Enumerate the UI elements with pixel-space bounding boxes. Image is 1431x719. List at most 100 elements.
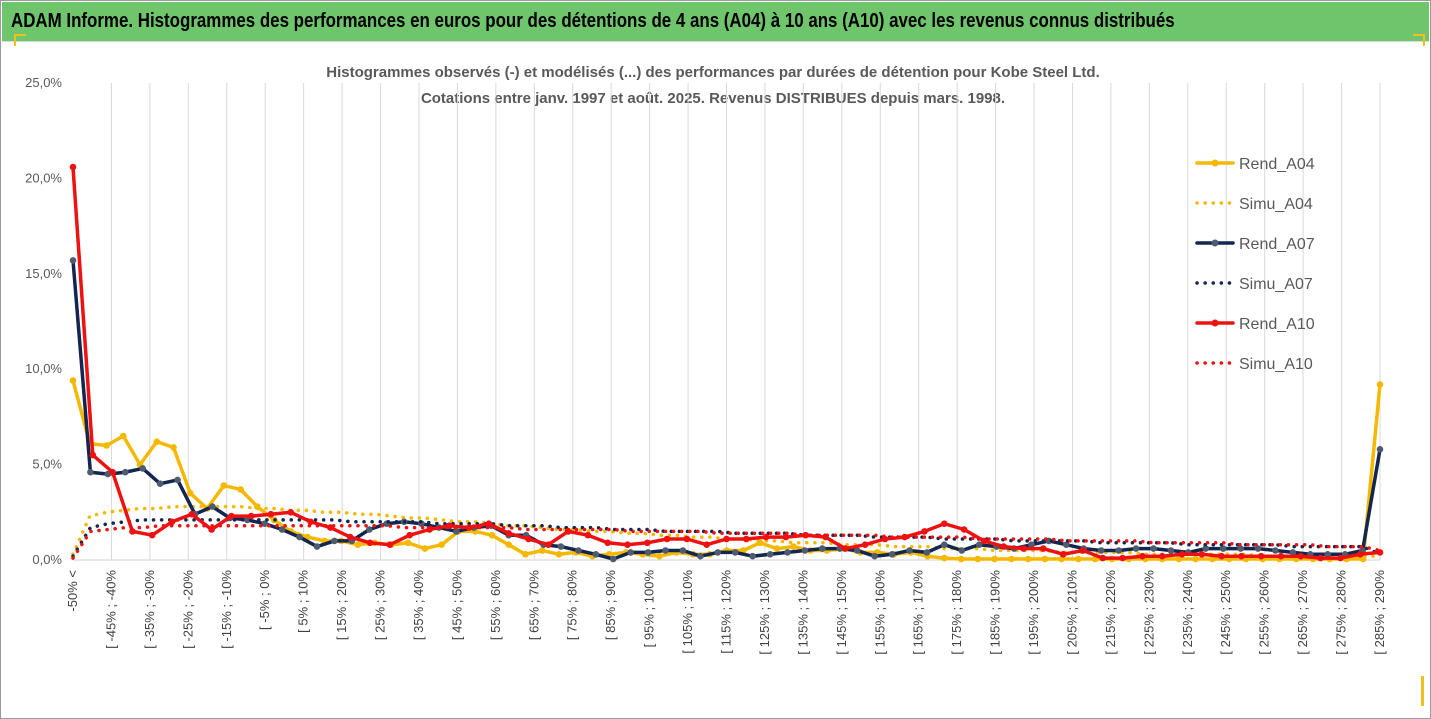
data-point-rend_a10 [89, 451, 97, 459]
data-point-rend_a04 [1075, 555, 1082, 563]
data-point-rend_a07 [766, 551, 774, 558]
series-line-simu_a07 [71, 518, 1382, 558]
x-tick-label: [ 75% ; 80% [565, 570, 580, 641]
data-point-rend_a04 [153, 438, 161, 446]
data-point-rend_a07 [1324, 551, 1331, 558]
data-point-rend_a07 [1115, 547, 1122, 554]
x-tick-label: [ 115% ; 120% [719, 570, 734, 654]
data-point-rend_a10 [1277, 552, 1285, 560]
data-point-rend_a10 [861, 541, 869, 548]
data-point-rend_a10 [703, 541, 710, 548]
data-point-rend_a10 [346, 533, 354, 541]
data-point-rend_a07 [679, 547, 687, 554]
data-point-rend_a04 [790, 543, 797, 550]
data-point-rend_a10 [168, 518, 176, 526]
data-point-rend_a10 [1040, 545, 1047, 552]
data-point-rend_a10 [386, 541, 394, 548]
data-point-rend_a07 [296, 533, 303, 541]
data-point-rend_a04 [1175, 555, 1183, 563]
data-point-rend_a04 [354, 541, 362, 548]
x-tick-label: [ 25% ; 30% [373, 570, 388, 641]
data-point-rend_a04 [773, 545, 781, 552]
data-point-rend_a04 [1376, 381, 1384, 388]
data-point-rend_a07 [714, 549, 722, 556]
data-point-rend_a07 [749, 552, 756, 560]
x-tick-label: [ 35% ; 40% [411, 570, 426, 641]
data-point-rend_a04 [1192, 555, 1199, 563]
data-point-rend_a10 [624, 541, 631, 548]
data-point-rend_a07 [906, 547, 913, 554]
data-point-rend_a10 [406, 531, 414, 539]
data-point-rend_a07 [627, 549, 634, 556]
x-tick-label: [ 185% ; 190% [988, 570, 1003, 655]
data-point-rend_a07 [331, 537, 338, 545]
x-tick-label: [ 195% ; 200% [1026, 570, 1041, 655]
data-point-rend_a04 [237, 486, 244, 493]
data-point-rend_a10 [545, 541, 552, 548]
data-point-rend_a10 [644, 539, 651, 547]
x-tick-label: [ -25% ; -20% [180, 570, 195, 649]
data-point-rend_a07 [1289, 549, 1297, 556]
x-tick-label: [ 235% ; 240% [1180, 570, 1195, 655]
data-point-rend_a10 [228, 512, 235, 520]
data-point-rend_a07 [1376, 446, 1384, 453]
data-point-rend_a10 [129, 528, 136, 535]
data-point-rend_a07 [888, 551, 896, 558]
data-point-rend_a04 [421, 545, 429, 552]
data-point-rend_a10 [802, 531, 809, 539]
banner-title: ADAM Informe. Histogrammes des performan… [11, 10, 1175, 32]
data-point-rend_a10 [723, 535, 730, 543]
selection-handle-top-right [1413, 34, 1425, 46]
data-point-rend_a10 [1139, 552, 1146, 560]
data-point-rend_a07 [784, 549, 791, 556]
x-tick-label: [ 55% ; 60% [488, 570, 503, 641]
y-tick-label: 0,0% [32, 552, 62, 567]
x-tick-label: [ 145% ; 150% [834, 570, 849, 655]
data-point-rend_a04 [555, 551, 563, 558]
data-point-rend_a04 [1209, 555, 1216, 563]
data-point-rend_a10 [941, 520, 948, 527]
data-point-rend_a07 [1097, 547, 1105, 554]
legend-label-simu_a07: Simu_A07 [1239, 276, 1313, 293]
data-point-rend_a04 [438, 541, 445, 548]
x-tick-label: [ 105% ; 110% [680, 570, 695, 654]
data-point-rend_a10 [69, 163, 77, 171]
data-point-rend_a10 [525, 535, 532, 543]
data-point-rend_a07 [662, 547, 669, 554]
data-point-rend_a10 [1257, 552, 1265, 560]
data-point-rend_a10 [1317, 554, 1324, 562]
data-point-rend_a07 [122, 468, 129, 476]
data-point-rend_a04 [538, 547, 546, 554]
data-point-rend_a07 [261, 520, 269, 527]
data-point-rend_a07 [87, 468, 94, 476]
x-tick-label: [ 275% ; 280% [1334, 570, 1349, 655]
y-tick-label: 15,0% [25, 266, 62, 281]
selection-handle-bottom-right [1421, 676, 1427, 706]
data-point-rend_a07 [958, 547, 966, 554]
data-point-rend_a04 [974, 555, 982, 563]
data-point-rend_a07 [731, 549, 739, 556]
data-point-rend_a10 [267, 510, 275, 518]
y-tick-label: 5,0% [32, 457, 62, 472]
data-point-rend_a10 [782, 533, 790, 541]
x-tick-label: [ -45% ; -40% [103, 570, 118, 649]
data-point-rend_a07 [1272, 547, 1279, 554]
data-point-rend_a04 [1008, 555, 1015, 563]
data-point-rend_a04 [103, 442, 110, 449]
data-point-rend_a10 [1079, 547, 1087, 554]
data-point-rend_a07 [644, 549, 652, 556]
data-point-rend_a10 [366, 539, 374, 547]
legend-marker-rend_a10 [1211, 319, 1219, 327]
data-point-rend_a10 [1000, 543, 1007, 550]
data-point-rend_a10 [960, 526, 968, 533]
data-point-rend_a07 [801, 547, 809, 554]
data-point-rend_a04 [220, 482, 228, 489]
data-point-rend_a07 [366, 526, 373, 533]
data-point-rend_a04 [404, 539, 412, 547]
x-tick-label: [ 45% ; 50% [449, 570, 464, 641]
banner: ADAM Informe. Histogrammes des performan… [2, 2, 1429, 42]
data-point-rend_a10 [148, 531, 156, 539]
data-point-rend_a10 [901, 533, 908, 541]
